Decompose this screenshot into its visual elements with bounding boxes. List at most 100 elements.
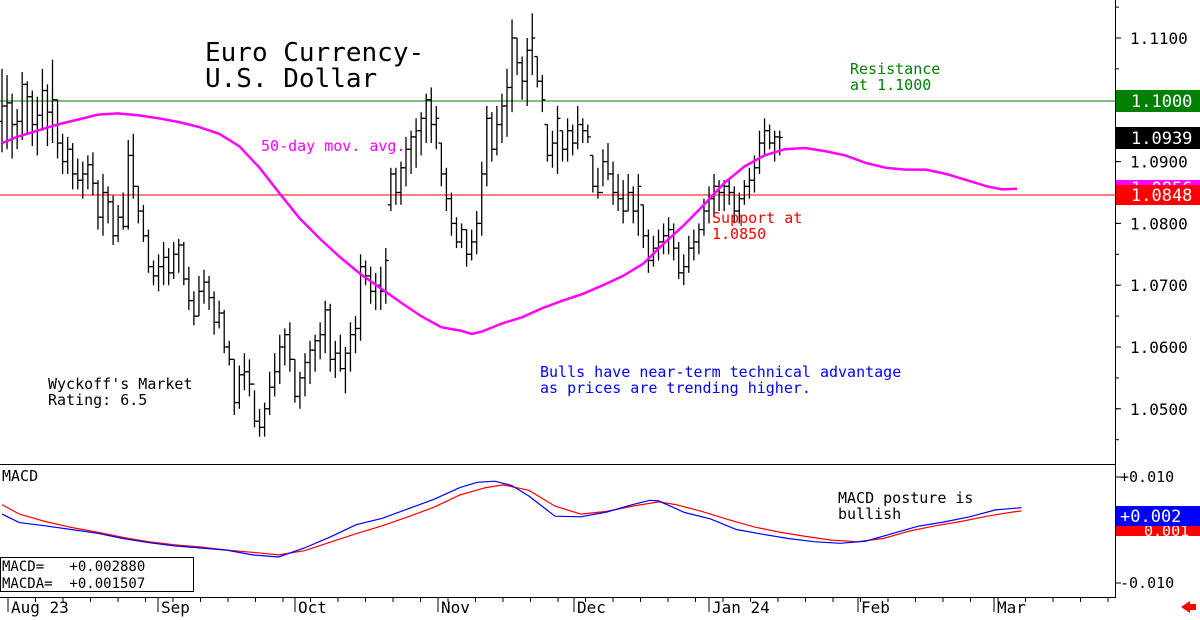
price-bar (569, 124, 576, 156)
price-bar (771, 130, 778, 162)
resistance-label-line1: Resistance (850, 60, 940, 78)
price-bar (630, 186, 637, 224)
price-bar (362, 260, 369, 286)
price-bar (539, 75, 546, 113)
price-bar (559, 130, 566, 162)
macd-panel-label: MACD (2, 467, 38, 485)
price-tick-label: 1.1100 (1130, 29, 1188, 48)
price-bar (438, 142, 445, 187)
price-bar (463, 228, 470, 267)
price-bar (690, 229, 697, 261)
price-bar (185, 266, 192, 310)
price-bar (761, 118, 768, 156)
price-bar (640, 204, 647, 249)
price-bar (317, 322, 324, 360)
price-bar (175, 238, 182, 273)
price-bar (0, 68, 5, 153)
price-bar (261, 402, 268, 437)
price-bar (367, 266, 374, 304)
price-bar (680, 254, 687, 286)
resistance-badge: 1.1000 (1131, 92, 1192, 112)
price-bar (453, 217, 460, 249)
price-bar (594, 167, 601, 199)
support-badge-bg (1116, 185, 1200, 205)
price-bar (150, 260, 157, 286)
price-bar (231, 358, 238, 415)
price-bar (342, 347, 349, 394)
price-bar (226, 340, 233, 366)
price-bar (564, 118, 571, 162)
price-bar (125, 139, 132, 230)
price-bar (256, 408, 263, 437)
price-bar (746, 167, 753, 199)
resistance-label-line2: at 1.1000 (850, 76, 931, 94)
price-bar (54, 99, 61, 159)
price-bar (195, 275, 202, 317)
x-tick-label: Nov (441, 598, 470, 617)
price-bar (741, 180, 748, 205)
price-bar (286, 322, 293, 372)
price-bar (685, 235, 692, 273)
price-bar (79, 161, 86, 199)
price-bar (69, 143, 76, 190)
price-bar (413, 118, 420, 168)
x-axis: Aug 23 Sep Oct Nov Dec Jan 24 Feb Mar (7, 597, 1109, 617)
price-bar (94, 180, 101, 230)
price-bar (307, 340, 314, 385)
price-bar (100, 173, 106, 236)
price-bar (635, 173, 642, 236)
x-tick-label: Aug 23 (11, 598, 69, 617)
price-bar (29, 90, 36, 147)
price-bar (44, 84, 51, 147)
price-bar (524, 38, 531, 106)
price-bar (34, 96, 41, 156)
price-bar (428, 87, 435, 144)
price-bar (19, 71, 26, 140)
price-bar (211, 291, 218, 335)
price-bar (170, 241, 177, 280)
back-arrow-icon[interactable] (1181, 601, 1196, 613)
price-bar (620, 180, 627, 224)
x-tick-label: Dec (577, 598, 606, 617)
price-bar (9, 93, 16, 159)
price-bar (468, 229, 475, 261)
price-bar (549, 130, 556, 168)
price-bar (84, 155, 91, 190)
price-bar (74, 158, 81, 190)
price-bar (448, 192, 455, 236)
support-label-line1: Support at (712, 209, 802, 227)
price-bar (372, 272, 379, 310)
price-bar (352, 316, 359, 354)
support-badge: 1.0848 (1131, 186, 1192, 206)
price-bar (24, 81, 31, 134)
price-bar (514, 37, 521, 76)
price-bar (110, 195, 117, 246)
price-bar (39, 68, 46, 131)
price-bar (115, 204, 122, 242)
x-tick-label: Oct (298, 598, 327, 617)
price-bar (529, 13, 536, 76)
x-tick-label: Feb (861, 598, 890, 617)
chart-title-line1: Euro Currency- (205, 38, 424, 68)
price-tick-label: 1.0500 (1130, 400, 1188, 419)
last-price-badge: 1.0939 (1131, 129, 1192, 149)
price-bar (534, 55, 541, 88)
macd-comment-line1: MACD posture is (838, 489, 973, 507)
rating-label-line2: Rating: 6.5 (48, 391, 147, 409)
price-bar (89, 152, 96, 196)
price-bar (670, 223, 677, 261)
x-tick-label: Mar (997, 598, 1026, 617)
price-bar (645, 229, 652, 273)
price-bar (14, 109, 21, 150)
macda-badge-bg (1116, 524, 1200, 536)
price-tick-label: 1.0800 (1130, 214, 1188, 233)
price-bar (266, 371, 273, 415)
price-bar (236, 365, 243, 409)
price-bar (695, 223, 702, 255)
price-bar (246, 359, 253, 397)
price-bar (165, 248, 172, 286)
moving-average-line (1, 112, 1018, 336)
price-bar (519, 56, 526, 100)
price-bar (201, 269, 207, 304)
price-bar (160, 241, 167, 286)
